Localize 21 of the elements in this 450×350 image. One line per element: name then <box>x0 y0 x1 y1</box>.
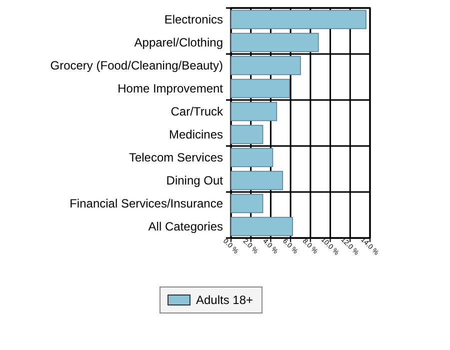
bar <box>230 56 301 76</box>
y-tick-label: Medicines <box>168 128 223 142</box>
y-tick-label: All Categories <box>148 220 223 234</box>
bar <box>230 194 264 214</box>
bar <box>230 102 278 122</box>
bar <box>230 78 290 98</box>
legend-label: Adults 18+ <box>196 293 254 308</box>
bar <box>230 170 284 190</box>
y-tick-label: Grocery (Food/Cleaning/Beauty) <box>50 58 223 73</box>
bar <box>230 124 264 144</box>
y-tick-label: Apparel/Clothing <box>134 36 223 50</box>
y-tick-label: Electronics <box>164 12 223 27</box>
y-tick-label: Dining Out <box>166 174 224 188</box>
y-tick-label: Telecom Services <box>128 150 223 165</box>
y-tick-label: Financial Services/Insurance <box>70 196 224 211</box>
y-tick-label: Car/Truck <box>170 104 224 119</box>
y-tick-label: Home Improvement <box>118 82 224 96</box>
bar <box>230 148 274 168</box>
bar <box>230 10 366 30</box>
bar <box>230 32 319 52</box>
bar <box>230 216 293 236</box>
